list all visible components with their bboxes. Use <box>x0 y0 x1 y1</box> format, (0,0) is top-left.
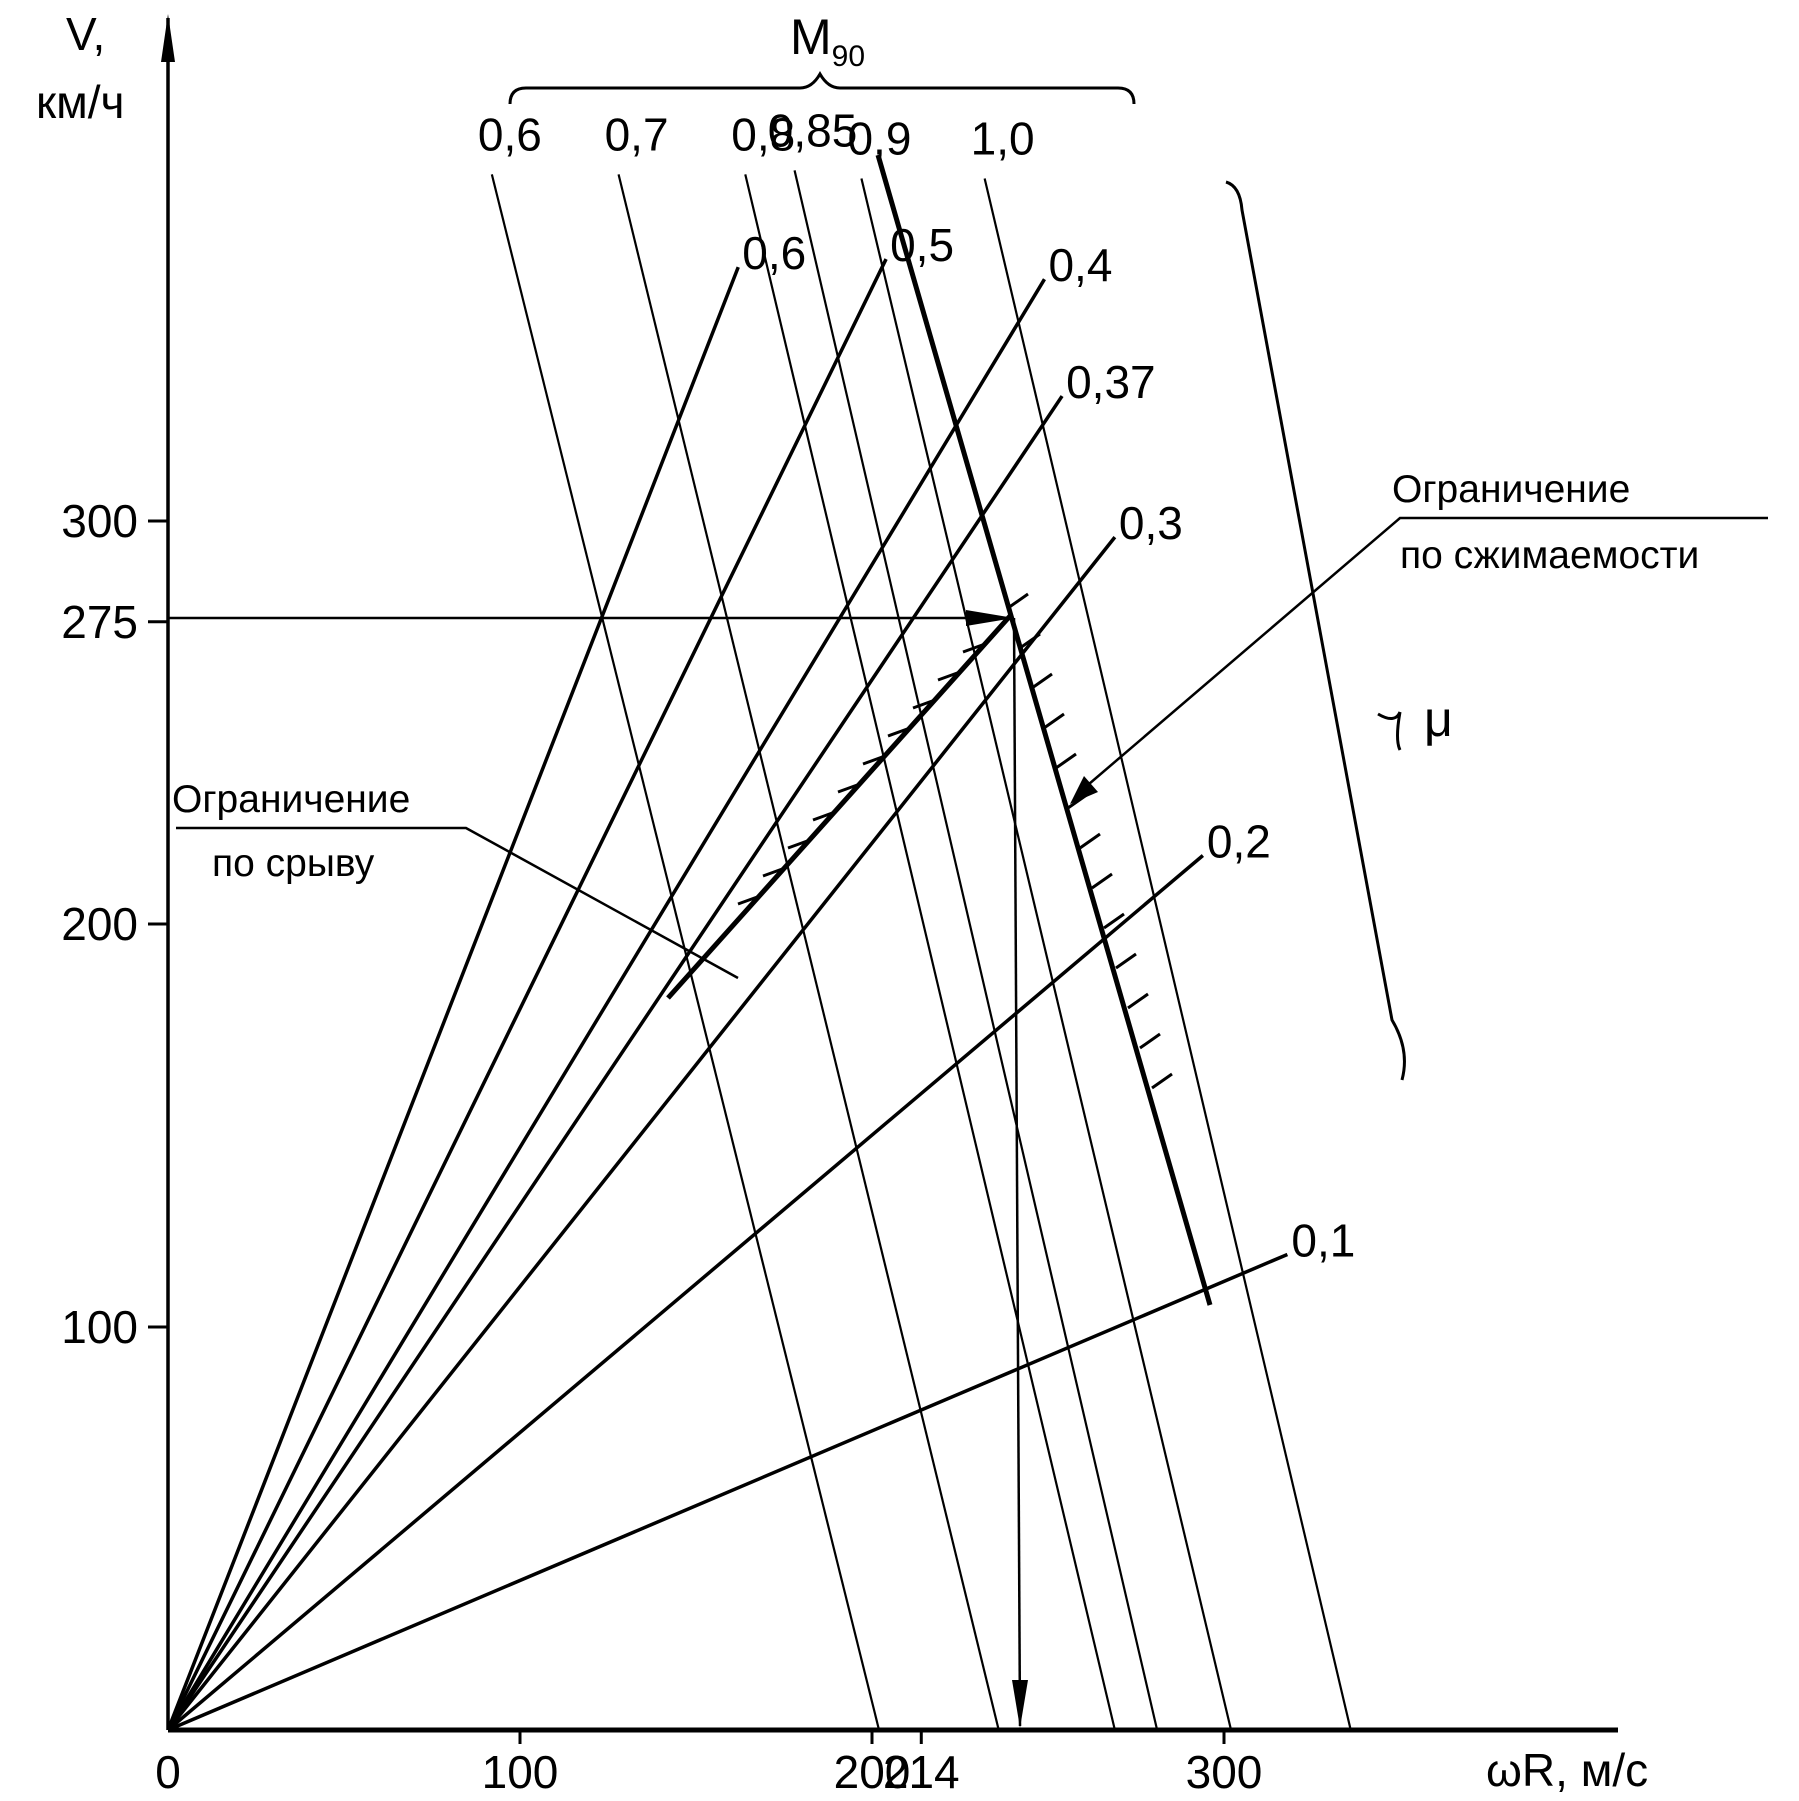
m90-brace-path <box>508 70 1136 105</box>
y-axis-unit: км/ч <box>36 76 125 128</box>
mu-brace: μ <box>1225 180 1453 1081</box>
x-tick-label: 214 <box>883 1746 960 1798</box>
y-tick-label: 100 <box>61 1301 138 1353</box>
compress-limit-label-1: Ограничение <box>1392 468 1630 511</box>
mu-line <box>166 395 1064 1731</box>
y-tick-label: 275 <box>61 596 138 648</box>
m90-line-label: 1,0 <box>971 112 1035 164</box>
mu-group-label: μ <box>1424 691 1453 747</box>
stall-limit-boundary <box>666 614 1012 1000</box>
compressibility-limit-line <box>875 154 1213 1306</box>
operating-vertical-line <box>1012 617 1022 1727</box>
operating-vertical-arrow <box>1012 1680 1028 1728</box>
mu-line <box>166 536 1117 1732</box>
m90-lines: 0,6 0,7 0,80,850,9 1,0 <box>478 104 1352 1731</box>
stall-leader-line <box>176 826 739 980</box>
operating-point <box>168 610 1028 1728</box>
x-axis-label: ωR, м/с <box>1486 1744 1648 1796</box>
m90-line <box>860 178 1233 1731</box>
mu-line <box>166 854 1205 1732</box>
stall-annotation: Ограничение по срыву <box>172 778 739 980</box>
compressibility-limit-hatching <box>1007 592 1173 1090</box>
compressibility-limit-boundary <box>875 154 1213 1306</box>
mu-lines: 0,6 0,5 0,40,370,30,20,1 <box>166 219 1355 1732</box>
x-tick-label: 100 <box>482 1746 559 1798</box>
y-axis-label: V, <box>66 8 105 60</box>
mu-brace-path <box>1225 180 1406 1081</box>
x-tick-label: 0 <box>155 1746 181 1798</box>
stall-limit-label-2: по срыву <box>212 842 375 885</box>
y-tick-label: 200 <box>61 898 138 950</box>
x-tick-label: 200 <box>834 1746 911 1798</box>
stall-limit-hatching <box>737 642 986 906</box>
mu-brace-tip <box>1377 711 1402 751</box>
m90-line-label: 0,7 <box>605 108 669 160</box>
m90-letter: M <box>790 9 832 65</box>
mu-line <box>167 1252 1289 1732</box>
operating-horizontal-arrow <box>966 610 1014 626</box>
m90-brace: M90 <box>508 9 1136 105</box>
m90-line-label: 0,85 <box>768 104 858 156</box>
mu-line <box>166 266 740 1731</box>
compressibility-annotation: Ограничение по сжимаемости <box>1070 468 1768 804</box>
mu-line-label: 0,4 <box>1048 239 1112 291</box>
m90-line <box>617 174 1000 1731</box>
m90-line-label: 0,8 <box>731 108 795 160</box>
mu-line <box>166 258 888 1731</box>
compress-leader-line <box>1081 516 1768 791</box>
stall-limit-label-1: Ограничение <box>172 778 410 821</box>
x-tick-label: 300 <box>1186 1746 1263 1798</box>
m90-line <box>490 174 881 1731</box>
y-tick-label: 300 <box>61 495 138 547</box>
mu-line <box>166 278 1046 1731</box>
m90-line <box>983 178 1352 1731</box>
m90-line <box>744 174 1116 1731</box>
mu-line-label: 0,3 <box>1119 497 1183 549</box>
compress-limit-label-2: по сжимаемости <box>1400 534 1699 577</box>
mu-line-label: 0,6 <box>742 227 806 279</box>
m90-group-label: M90 <box>790 9 865 73</box>
compress-leader-arrow <box>1070 776 1098 804</box>
axes <box>161 14 1618 1733</box>
mu-line-label: 0,1 <box>1291 1214 1355 1266</box>
m90-subscript: 90 <box>832 40 865 73</box>
stall-limit-line <box>666 614 1012 1000</box>
y-axis-arrow <box>161 14 175 62</box>
m90-line <box>793 170 1159 1731</box>
mu-line-label: 0,37 <box>1066 356 1156 408</box>
mu-line-label: 0,2 <box>1207 815 1271 867</box>
m90-line-label: 0,6 <box>478 108 542 160</box>
